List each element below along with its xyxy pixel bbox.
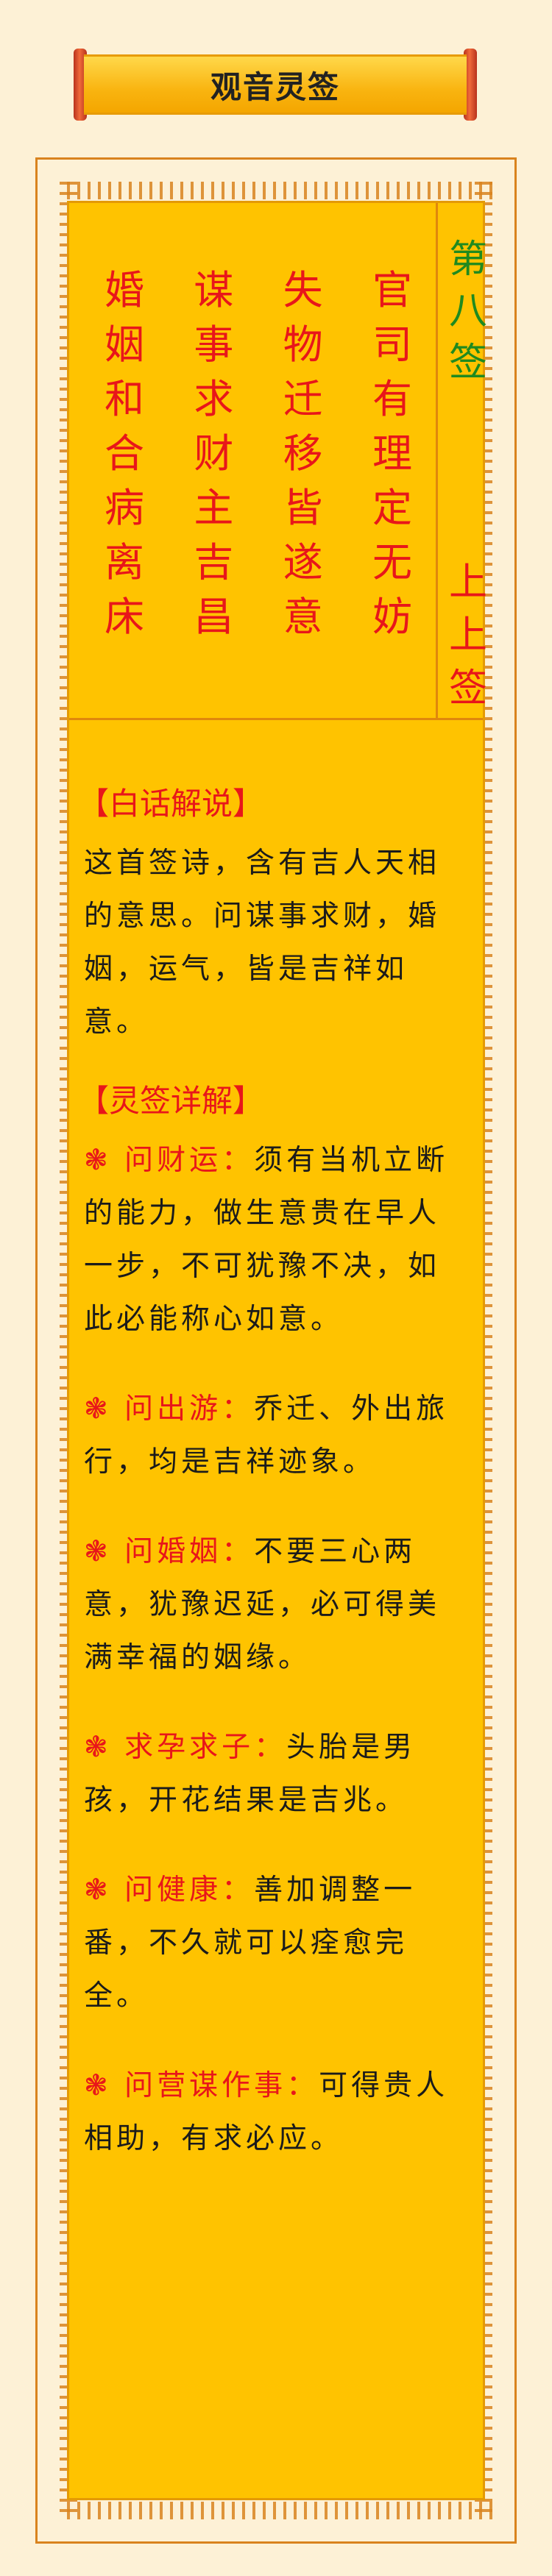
lot-number-char: 第 <box>448 238 487 282</box>
content-panel: 官 司 有 理 定 无 妨 失 物 迁 移 皆 遂 意 <box>67 201 487 2500</box>
poem-char: 迁 <box>283 376 323 422</box>
lot-number-char: 八 <box>448 289 487 333</box>
detail-label: ❃ 问婚姻： <box>84 1535 255 1568</box>
detail-label: ❃ 问营谋作事： <box>84 2069 319 2102</box>
poem-char: 昌 <box>194 594 234 640</box>
poem-char: 求 <box>194 376 234 422</box>
poem-char: 官 <box>372 267 412 313</box>
poem-char: 床 <box>105 594 144 640</box>
detail-text: 可得贵人相助，有求必应。 <box>84 2069 449 2155</box>
poem-char: 主 <box>194 485 234 531</box>
detail-label: ❃ 问出游： <box>84 1392 255 1426</box>
detail-item-children: ❃ 求孕求子：头胎是男孩，开花结果是吉兆。 <box>84 1721 468 1827</box>
poem-char: 离 <box>105 539 144 586</box>
detail-text: 头胎是男孩，开花结果是吉兆。 <box>84 1731 417 1817</box>
poem-column-1: 官 司 有 理 定 无 妨 <box>372 263 412 661</box>
lot-number: 第 八 签 <box>439 234 498 388</box>
title-banner-body: 观音灵签 <box>84 54 467 115</box>
lot-number-char: 签 <box>448 341 487 385</box>
poem-char: 合 <box>105 430 144 477</box>
poem-column-2: 失 物 迁 移 皆 遂 意 <box>283 263 323 661</box>
details-heading: 【灵签详解】 <box>78 1083 264 1119</box>
scroll-roller-left <box>74 49 87 121</box>
poem-char: 姻 <box>105 321 144 368</box>
detail-item-wealth: ❃ 问财运：须有当机立断的能力，做生意贵在早人一步，不可犹豫不决，如此必能称心如… <box>84 1134 468 1346</box>
detail-text: 善加调整一番，不久就可以痊愈完全。 <box>84 1874 417 2013</box>
detail-label: ❃ 问财运： <box>84 1144 255 1177</box>
lot-grade-char: 上 <box>448 613 487 658</box>
detail-text: 乔迁、外出旅行，均是吉祥迹象。 <box>84 1392 449 1479</box>
poem-char: 和 <box>105 376 144 422</box>
poem-char: 无 <box>372 539 412 586</box>
lot-grade-char: 签 <box>448 666 487 711</box>
lot-grade: 上 上 签 <box>439 556 498 715</box>
poem-char: 意 <box>283 594 323 640</box>
vernacular-section: 【白话解说】 这首签诗，含有吉人天相的意思。问谋事求财，婚姻，运气，皆是吉祥如意… <box>78 784 468 1049</box>
poem-char: 吉 <box>194 539 234 586</box>
title-banner: 观音灵签 <box>74 49 477 121</box>
detail-item-marriage: ❃ 问婚姻：不要三心两意，犹豫迟延，必可得美满幸福的姻缘。 <box>84 1526 468 1684</box>
detail-text: 须有当机立断的能力，做生意贵在早人一步，不可犹豫不决，如此必能称心如意。 <box>84 1144 449 1336</box>
poem-column-3: 谋 事 求 财 主 吉 昌 <box>194 263 233 661</box>
details-section: 【灵签详解】 ❃ 问财运：须有当机立断的能力，做生意贵在早人一步，不可犹豫不决，… <box>78 1081 468 2166</box>
poem-char: 司 <box>372 321 412 368</box>
vernacular-heading: 【白话解说】 <box>78 786 264 822</box>
poem-char: 定 <box>372 485 412 531</box>
poem-char: 谋 <box>194 267 234 313</box>
detail-item-health: ❃ 问健康：善加调整一番，不久就可以痊愈完全。 <box>84 1864 468 2023</box>
poem-char: 事 <box>194 321 234 368</box>
poem-divider <box>436 203 438 718</box>
detail-text: 不要三心两意，犹豫迟延，必可得美满幸福的姻缘。 <box>84 1535 441 1674</box>
detail-item-travel: ❃ 问出游：乔迁、外出旅行，均是吉祥迹象。 <box>84 1383 468 1489</box>
poem-char: 病 <box>105 485 144 531</box>
poem-char: 妨 <box>372 594 412 640</box>
poem-char: 婚 <box>105 267 144 313</box>
poem-char: 有 <box>372 376 412 422</box>
poem-char: 移 <box>283 430 323 477</box>
poem-char: 物 <box>283 321 323 368</box>
detail-label: ❃ 问健康： <box>84 1874 255 1907</box>
poem-char: 皆 <box>283 485 323 531</box>
poem-char: 财 <box>194 430 234 477</box>
poem-char: 理 <box>372 430 412 477</box>
detail-label: ❃ 求孕求子： <box>84 1731 287 1764</box>
poem-section: 官 司 有 理 定 无 妨 失 物 迁 移 皆 遂 意 <box>69 203 487 720</box>
poem-char: 遂 <box>283 539 323 586</box>
scroll-roller-right <box>464 49 477 121</box>
interpretation-content: 【白话解说】 这首签诗，含有吉人天相的意思。问谋事求财，婚姻，运气，皆是吉祥如意… <box>78 784 468 2202</box>
page-title: 观音灵签 <box>210 68 340 105</box>
detail-item-business: ❃ 问营谋作事：可得贵人相助，有求必应。 <box>84 2060 468 2166</box>
poem-columns: 官 司 有 理 定 无 妨 失 物 迁 移 皆 遂 意 <box>84 263 430 661</box>
poem-char: 失 <box>283 267 323 313</box>
ornamental-frame: 官 司 有 理 定 无 妨 失 物 迁 移 皆 遂 意 <box>35 157 517 2544</box>
poem-column-4: 婚 姻 和 合 病 离 床 <box>105 263 144 661</box>
vernacular-text: 这首签诗，含有吉人天相的意思。问谋事求财，婚姻，运气，皆是吉祥如意。 <box>84 847 441 1039</box>
lot-grade-char: 上 <box>448 561 487 605</box>
